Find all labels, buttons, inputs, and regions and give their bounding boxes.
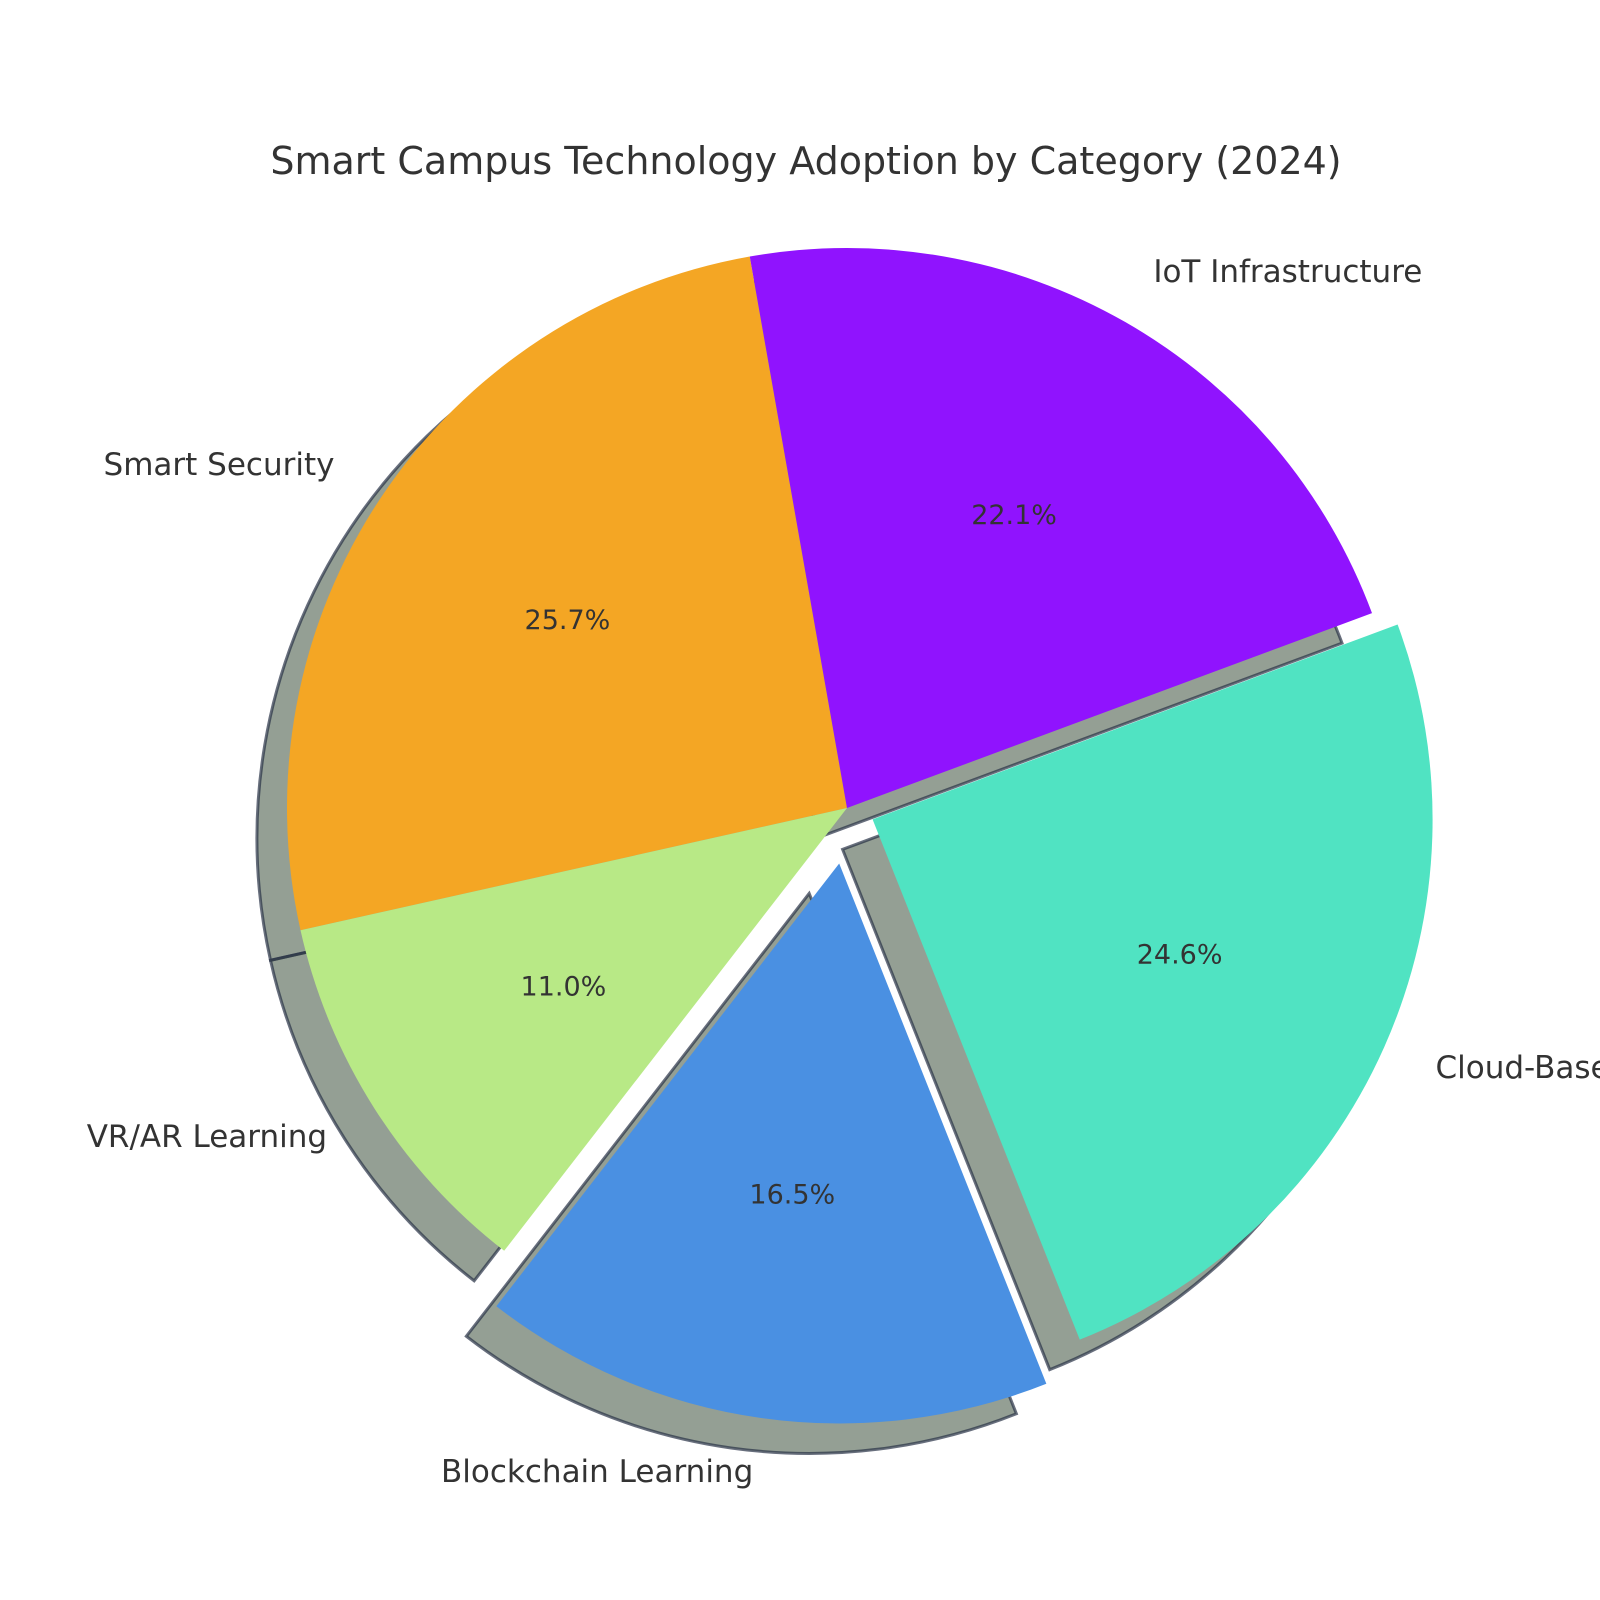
category-label-cloud-based-admin-tools: Cloud-Based Admin Tools xyxy=(1435,1050,1600,1086)
slice-smart-security xyxy=(287,256,847,931)
category-label-iot-infrastructure: IoT Infrastructure xyxy=(1153,254,1422,290)
slices-group xyxy=(287,248,1433,1424)
category-label-smart-security: Smart Security xyxy=(104,447,335,483)
pct-label-cloud-based-admin-tools: 24.6% xyxy=(1137,939,1223,970)
category-label-vr-ar-learning: VR/AR Learning xyxy=(87,1119,327,1155)
slice-cloud-based-admin-tools xyxy=(872,624,1433,1340)
pct-label-vr-ar-learning: 11.0% xyxy=(521,972,607,1003)
pct-label-blockchain-learning: 16.5% xyxy=(749,1180,835,1211)
chart-title: Smart Campus Technology Adoption by Cate… xyxy=(270,139,1341,183)
slice-iot-infrastructure xyxy=(749,248,1373,809)
labels-group: 25.7% Smart Security 11.0% VR/AR Learning 16… xyxy=(87,254,1600,1490)
pct-label-smart-security: 25.7% xyxy=(525,605,611,636)
category-label-blockchain-learning: Blockchain Learning xyxy=(441,1454,753,1490)
pct-label-iot-infrastructure: 22.1% xyxy=(971,500,1057,531)
slice-vr-ar-learning xyxy=(300,808,847,1251)
slice-blockchain-learning xyxy=(496,863,1047,1424)
